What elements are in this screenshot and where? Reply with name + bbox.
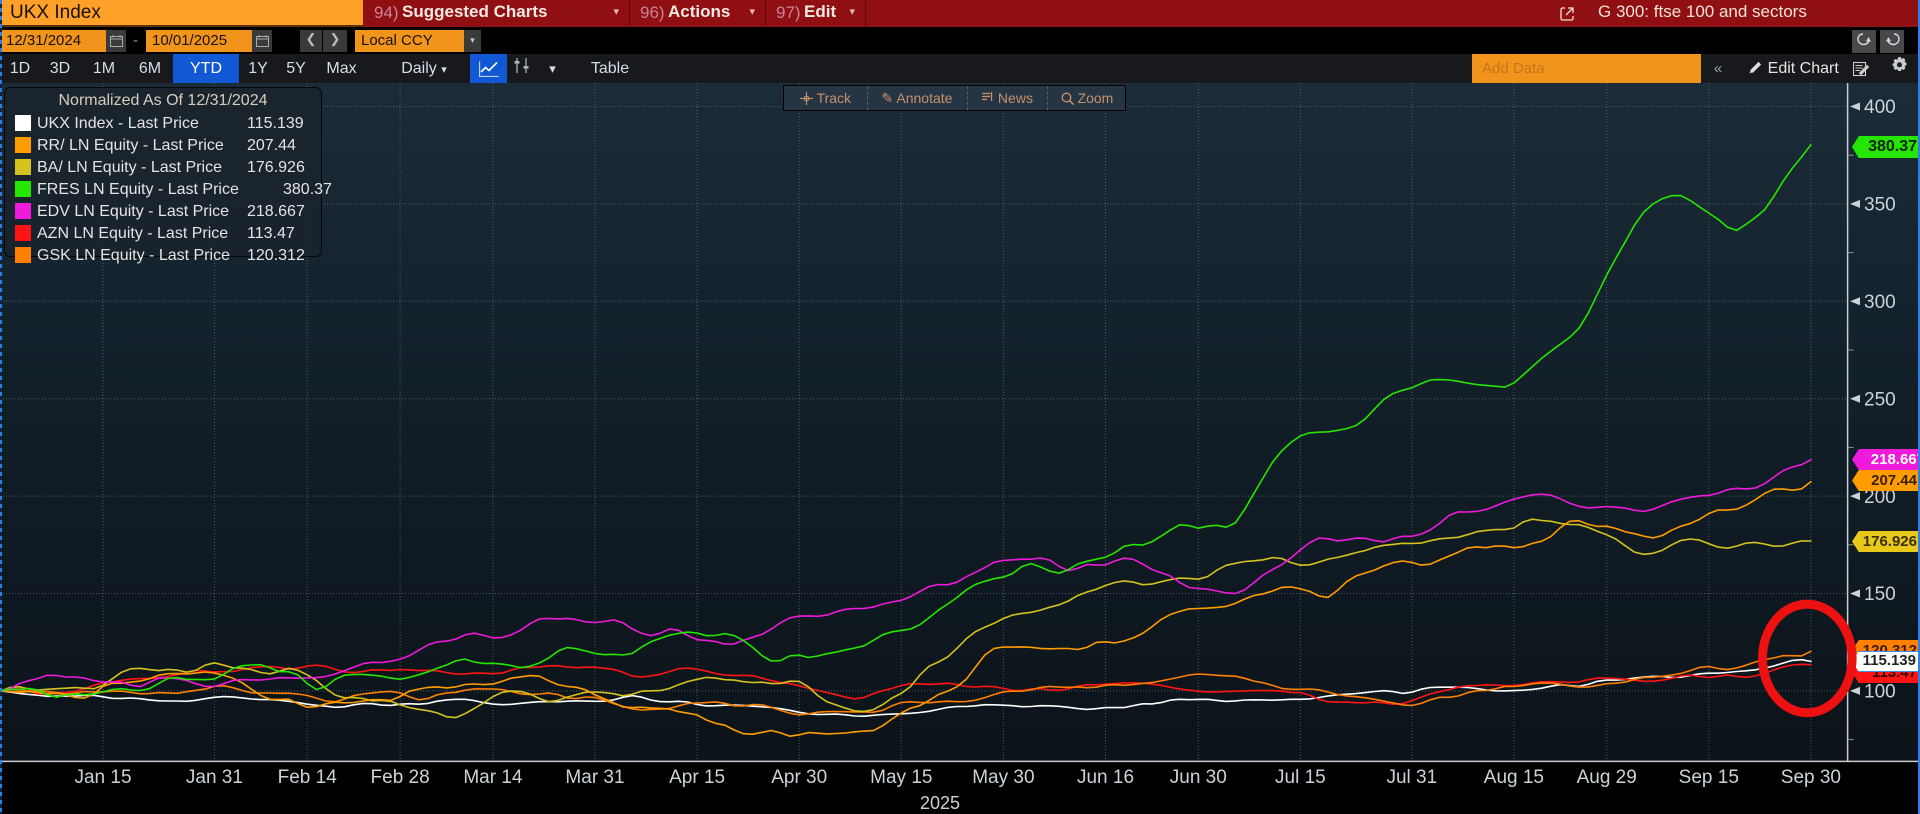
svg-text:350: 350 bbox=[1864, 195, 1896, 216]
svg-text:Jul 15: Jul 15 bbox=[1275, 767, 1326, 788]
svg-text:Jun 30: Jun 30 bbox=[1170, 767, 1227, 788]
svg-text:Jan 31: Jan 31 bbox=[186, 767, 243, 788]
svg-text:100: 100 bbox=[1864, 682, 1896, 703]
svg-text:Apr 15: Apr 15 bbox=[669, 767, 725, 788]
svg-text:300: 300 bbox=[1864, 292, 1896, 313]
svg-text:150: 150 bbox=[1864, 584, 1896, 605]
svg-text:Aug 15: Aug 15 bbox=[1484, 767, 1544, 788]
svg-text:Apr 30: Apr 30 bbox=[771, 767, 827, 788]
svg-text:Jun 16: Jun 16 bbox=[1077, 767, 1134, 788]
svg-text:May 15: May 15 bbox=[870, 767, 932, 788]
svg-text:Mar 31: Mar 31 bbox=[565, 767, 624, 788]
svg-text:Jul 31: Jul 31 bbox=[1386, 767, 1437, 788]
svg-text:Feb 28: Feb 28 bbox=[371, 767, 430, 788]
svg-text:Sep 30: Sep 30 bbox=[1781, 767, 1841, 788]
svg-text:2025: 2025 bbox=[920, 793, 960, 813]
svg-text:Jan 15: Jan 15 bbox=[74, 767, 131, 788]
svg-text:Mar 14: Mar 14 bbox=[463, 767, 523, 788]
svg-text:Feb 14: Feb 14 bbox=[278, 767, 338, 788]
svg-text:400: 400 bbox=[1864, 97, 1896, 118]
svg-text:May 30: May 30 bbox=[972, 767, 1034, 788]
svg-text:250: 250 bbox=[1864, 390, 1896, 411]
svg-text:Sep 15: Sep 15 bbox=[1679, 767, 1739, 788]
svg-text:Aug 29: Aug 29 bbox=[1577, 767, 1637, 788]
